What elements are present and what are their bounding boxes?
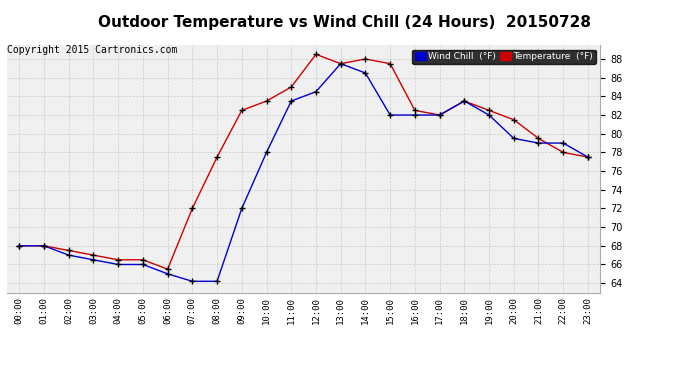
Text: Outdoor Temperature vs Wind Chill (24 Hours)  20150728: Outdoor Temperature vs Wind Chill (24 Ho… [99, 15, 591, 30]
Text: Copyright 2015 Cartronics.com: Copyright 2015 Cartronics.com [7, 45, 177, 55]
Legend: Wind Chill  (°F), Temperature  (°F): Wind Chill (°F), Temperature (°F) [412, 50, 595, 64]
